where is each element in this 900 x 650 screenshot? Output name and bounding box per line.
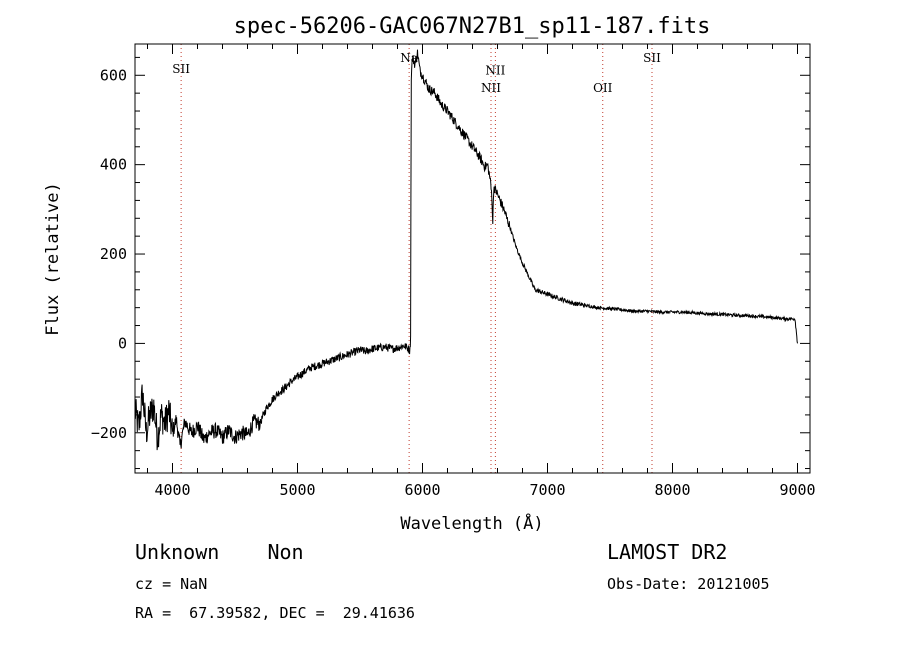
x-tick-label: 8000	[654, 481, 690, 499]
x-tick-label: 6000	[404, 481, 440, 499]
survey-name: LAMOST DR2	[607, 540, 728, 564]
y-tick-label: 400	[100, 156, 127, 174]
x-tick-label: 5000	[279, 481, 315, 499]
spectrum-line	[134, 49, 798, 451]
y-tick-label: 0	[118, 334, 127, 352]
chart-title: spec-56206-GAC067N27B1_sp11-187.fits	[234, 14, 711, 39]
line-label: NII	[485, 63, 505, 77]
y-tick-label: 200	[100, 245, 127, 263]
x-tick-label: 7000	[529, 481, 565, 499]
x-tick-label: 9000	[779, 481, 815, 499]
plot-frame	[134, 43, 811, 474]
coordinates-text: RA = 67.39582, DEC = 29.41636	[135, 604, 415, 622]
line-label: SII	[643, 51, 661, 65]
y-tick-label: −200	[91, 424, 127, 442]
line-label: NII	[481, 81, 501, 95]
line-label: OII	[593, 81, 613, 95]
x-tick-label: 4000	[154, 481, 190, 499]
observation-date: Obs-Date: 20121005	[607, 575, 770, 593]
y-axis-label: Flux (relative)	[43, 182, 63, 336]
object-class: Unknown Non	[135, 540, 304, 564]
line-label: SII	[172, 62, 190, 76]
redshift-text: cz = NaN	[135, 575, 208, 593]
y-tick-label: 600	[100, 66, 127, 84]
x-axis-label: Wavelength (Å)	[400, 512, 543, 534]
